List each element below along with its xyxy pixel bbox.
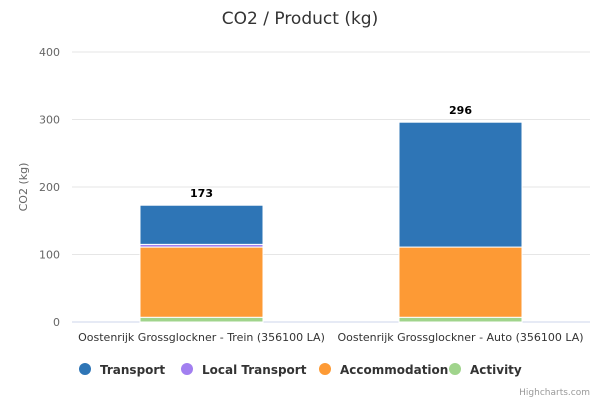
legend-item-accommodation[interactable]: Accommodation [340, 363, 448, 377]
y-tick-label: 100 [39, 249, 60, 262]
bar-segment-activity[interactable] [398, 316, 523, 323]
y-tick-label: 400 [39, 46, 60, 59]
y-tick-label: 300 [39, 114, 60, 127]
x-category-label: Oostenrijk Grossglockner - Auto (356100 … [337, 331, 583, 344]
credit-link[interactable]: Highcharts.com [519, 388, 590, 398]
bar-segment-transport[interactable] [398, 121, 523, 248]
chart-title: CO2 / Product (kg) [222, 9, 378, 29]
bar-segment-activity[interactable] [139, 316, 264, 323]
y-axis-label: CO2 (kg) [17, 163, 30, 212]
legend-marker[interactable] [79, 363, 91, 375]
total-label: 173 [190, 187, 213, 200]
legend-marker[interactable] [449, 363, 461, 375]
total-label: 296 [449, 104, 472, 117]
bar-segment-accommodation[interactable] [139, 246, 264, 318]
y-tick-label: 0 [53, 316, 60, 329]
legend-item-transport[interactable]: Transport [100, 363, 165, 377]
legend-marker[interactable] [181, 363, 193, 375]
y-tick-label: 200 [39, 181, 60, 194]
bar-segment-accommodation[interactable] [398, 246, 523, 318]
legend-item-local-transport[interactable]: Local Transport [202, 363, 307, 377]
legend-item-activity[interactable]: Activity [470, 363, 522, 377]
x-category-label: Oostenrijk Grossglockner - Trein (356100… [78, 331, 325, 344]
bar-segment-transport[interactable] [139, 204, 264, 245]
legend-marker[interactable] [319, 363, 331, 375]
